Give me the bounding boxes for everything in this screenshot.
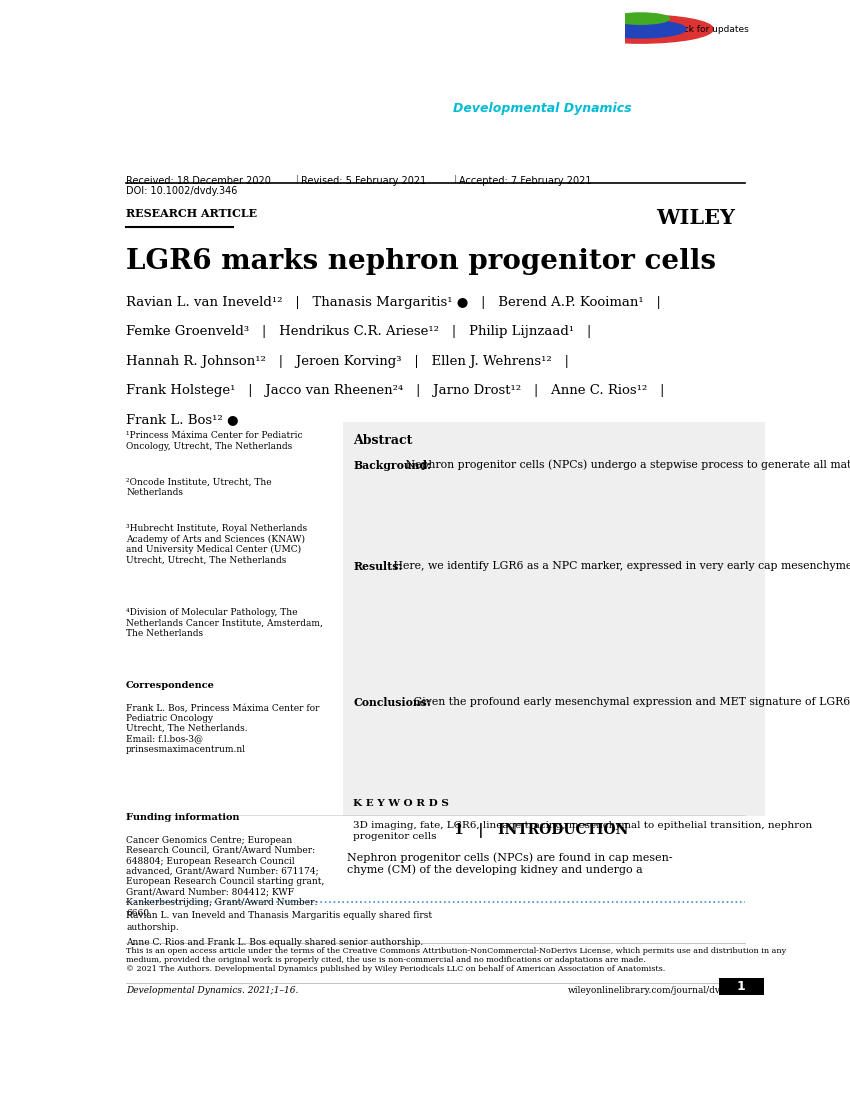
Text: LGR6 marks nephron progenitor cells: LGR6 marks nephron progenitor cells <box>126 248 716 275</box>
Text: ¹Princess Máxima Center for Pediatric
Oncology, Utrecht, The Netherlands: ¹Princess Máxima Center for Pediatric On… <box>126 432 303 451</box>
Text: Nephron progenitor cells (NPCs) are found in cap mesen-
chyme (CM) of the develo: Nephron progenitor cells (NPCs) are foun… <box>347 852 672 875</box>
Text: Abstract: Abstract <box>354 434 412 447</box>
Text: K E Y W O R D S: K E Y W O R D S <box>354 798 449 807</box>
Circle shape <box>611 13 670 25</box>
Text: Anne C. Rios and Frank L. Bos equally shared senior authorship.: Anne C. Rios and Frank L. Bos equally sh… <box>126 938 423 947</box>
Text: Correspondence: Correspondence <box>126 681 215 690</box>
Text: authorship.: authorship. <box>126 922 178 931</box>
Text: Hannah R. Johnson¹²   |   Jeroen Korving³   |   Ellen J. Wehrens¹²   |: Hannah R. Johnson¹² | Jeroen Korving³ | … <box>126 354 569 368</box>
Text: 3D imaging, fate, LGR6, lineage tracing, mesenchymal to epithelial transition, n: 3D imaging, fate, LGR6, lineage tracing,… <box>354 821 813 841</box>
Text: Cancer Genomics Centre; European
Research Council, Grant/Award Number:
648804; E: Cancer Genomics Centre; European Researc… <box>126 836 325 918</box>
Text: Background:: Background: <box>354 459 431 471</box>
Text: Frank L. Bos¹² ●: Frank L. Bos¹² ● <box>126 413 239 426</box>
Text: Frank Holstege¹   |   Jacco van Rheenen²⁴   |   Jarno Drost¹²   |   Anne C. Rios: Frank Holstege¹ | Jacco van Rheenen²⁴ | … <box>126 383 665 397</box>
Text: DOI: 10.1002/dvdy.346: DOI: 10.1002/dvdy.346 <box>126 186 237 196</box>
Text: Ravian L. van Ineveld and Thanasis Margaritis equally shared first: Ravian L. van Ineveld and Thanasis Marga… <box>126 911 432 920</box>
Text: Check for updates: Check for updates <box>666 25 749 34</box>
Text: Given the profound early mesenchymal expression and MET signature of LGR6⁺ cells: Given the profound early mesenchymal exp… <box>410 698 850 708</box>
FancyBboxPatch shape <box>343 421 767 816</box>
Text: Results:: Results: <box>354 561 403 572</box>
Text: Funding information: Funding information <box>126 814 240 823</box>
Text: Accepted: 7 February 2021: Accepted: 7 February 2021 <box>459 177 592 187</box>
Circle shape <box>568 15 713 44</box>
Text: WILEY: WILEY <box>656 208 735 228</box>
Circle shape <box>594 20 686 38</box>
Text: ²Oncode Institute, Utrecht, The
Netherlands: ²Oncode Institute, Utrecht, The Netherla… <box>126 477 272 498</box>
Text: RESEARCH ARTICLE: RESEARCH ARTICLE <box>126 208 258 219</box>
Text: Frank L. Bos, Princess Máxima Center for
Pediatric Oncology
Utrecht, The Netherl: Frank L. Bos, Princess Máxima Center for… <box>126 703 320 754</box>
Text: ⁴Division of Molecular Pathology, The
Netherlands Cancer Institute, Amsterdam,
T: ⁴Division of Molecular Pathology, The Ne… <box>126 608 323 638</box>
Text: Received: 18 December 2020: Received: 18 December 2020 <box>126 177 271 187</box>
Text: wileyonlinelibrary.com/journal/dvdy: wileyonlinelibrary.com/journal/dvdy <box>568 986 731 995</box>
Text: 1: 1 <box>737 979 745 993</box>
Text: This is an open access article under the terms of the Creative Commons Attributi: This is an open access article under the… <box>126 947 786 973</box>
Text: Ravian L. van Ineveld¹²   |   Thanasis Margaritis¹ ●   |   Berend A.P. Kooiman¹ : Ravian L. van Ineveld¹² | Thanasis Marga… <box>126 296 661 309</box>
FancyBboxPatch shape <box>719 978 763 995</box>
Text: Revised: 5 February 2021: Revised: 5 February 2021 <box>301 177 426 187</box>
Text: Nephron progenitor cells (NPCs) undergo a stepwise process to generate all matur: Nephron progenitor cells (NPCs) undergo … <box>402 459 850 471</box>
Text: Conclusions:: Conclusions: <box>354 698 431 708</box>
Text: 1   |   INTRODUCTION: 1 | INTRODUCTION <box>454 823 628 837</box>
Text: ³Hubrecht Institute, Royal Netherlands
Academy of Arts and Sciences (KNAW)
and U: ³Hubrecht Institute, Royal Netherlands A… <box>126 524 307 565</box>
Text: Developmental Dynamics. 2021;1–16.: Developmental Dynamics. 2021;1–16. <box>126 986 298 995</box>
Text: Here, we identify LGR6 as a NPC marker, expressed in very early cap mesenchyme, : Here, we identify LGR6 as a NPC marker, … <box>390 561 850 571</box>
Text: Femke Groenveld³   |   Hendrikus C.R. Ariese¹²   |   Philip Lijnzaad¹   |: Femke Groenveld³ | Hendrikus C.R. Ariese… <box>126 325 592 339</box>
Text: Developmental Dynamics: Developmental Dynamics <box>452 102 632 115</box>
